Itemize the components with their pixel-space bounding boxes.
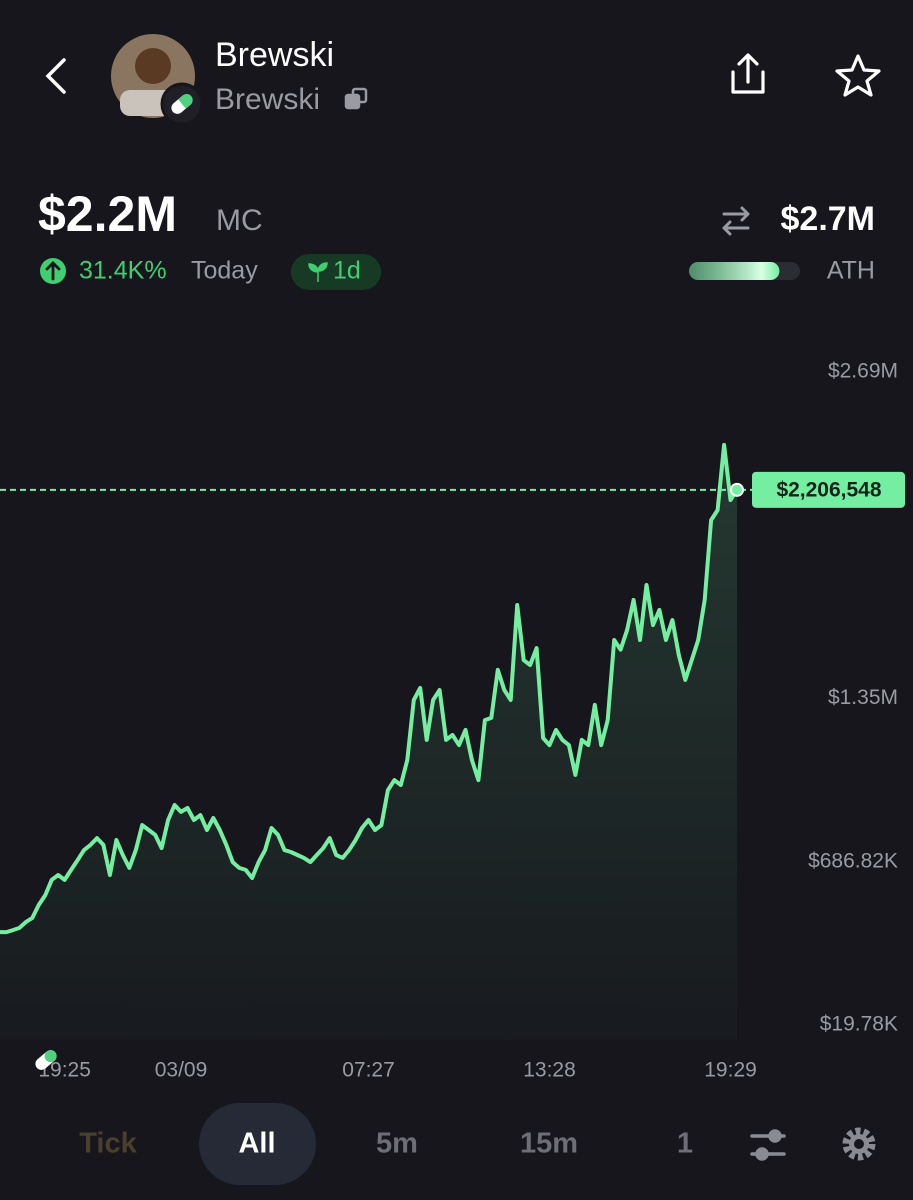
up-arrow bbox=[45, 261, 61, 281]
age: 1d bbox=[333, 257, 361, 285]
share-button[interactable] bbox=[731, 53, 765, 94]
timeframe-tab[interactable]: 15m bbox=[520, 1128, 578, 1160]
ath-label: ATH bbox=[827, 257, 875, 285]
age-badge bbox=[291, 254, 381, 290]
price-line bbox=[0, 442, 739, 935]
ath-value: $2.7M bbox=[781, 200, 876, 238]
timeframe-tab[interactable]: Tick bbox=[79, 1128, 137, 1160]
mc-label: MC bbox=[216, 204, 263, 237]
market-cap: $2.2M bbox=[38, 186, 177, 242]
back-button[interactable] bbox=[45, 58, 66, 94]
timeframe-tab[interactable]: All bbox=[238, 1128, 275, 1160]
swap-icon[interactable] bbox=[722, 206, 750, 236]
x-tick-label: 07:27 bbox=[342, 1059, 395, 1082]
pill-icon bbox=[171, 94, 193, 114]
change-period: Today bbox=[191, 257, 258, 285]
price-area bbox=[0, 444, 737, 1040]
change-percent: 31.4K% bbox=[79, 257, 167, 285]
current-price-label: $2,206,548 bbox=[776, 478, 881, 501]
timeframe-tab[interactable]: 5m bbox=[376, 1128, 418, 1160]
settings-gear[interactable] bbox=[842, 1127, 876, 1161]
start-marker-half bbox=[44, 1050, 57, 1063]
token-name: Brewski bbox=[215, 36, 334, 74]
timeframe-tab[interactable]: 1 bbox=[677, 1128, 693, 1160]
settings-sliders[interactable] bbox=[750, 1129, 786, 1161]
x-tick-label: 19:25 bbox=[38, 1059, 91, 1082]
y-tick-label: $686.82K bbox=[808, 849, 898, 872]
ath-progress bbox=[689, 262, 780, 280]
x-tick-label: 03/09 bbox=[155, 1059, 208, 1082]
copy-icon[interactable] bbox=[344, 87, 368, 110]
current-price-dot bbox=[730, 482, 744, 497]
avatar-face bbox=[135, 48, 171, 84]
start-marker bbox=[35, 1050, 57, 1070]
token-ticker: Brewski bbox=[215, 83, 320, 116]
x-tick-label: 19:29 bbox=[704, 1059, 757, 1082]
current-price-tag bbox=[752, 471, 905, 508]
active-tab-bg bbox=[199, 1103, 316, 1185]
x-tick-label: 13:28 bbox=[523, 1059, 576, 1082]
sprout-icon bbox=[308, 262, 328, 282]
price-chart: $19.78K $686.82K $1.35M $2.69M 19:25 03/09 07:… bbox=[0, 360, 905, 1082]
y-tick-label: $2.69M bbox=[828, 360, 898, 383]
y-tick-label: $1.35M bbox=[828, 686, 898, 709]
favorite-button[interactable] bbox=[835, 54, 881, 97]
y-tick-label: $19.78K bbox=[820, 1013, 898, 1036]
